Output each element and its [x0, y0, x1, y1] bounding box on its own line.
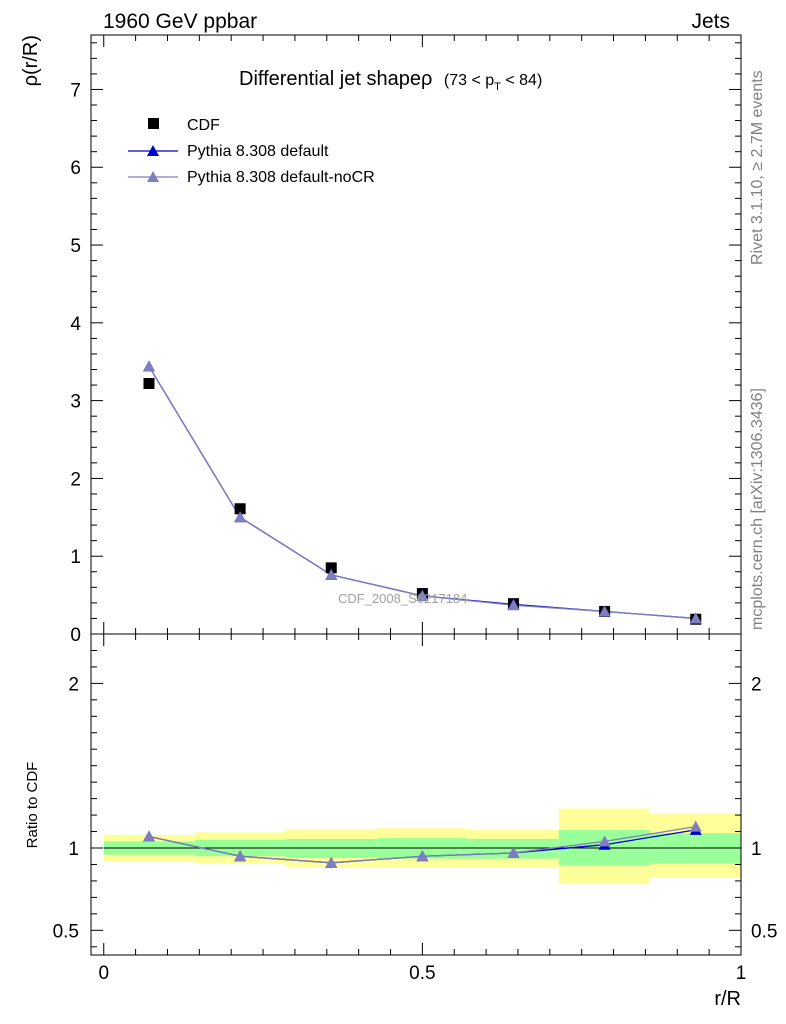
main-panel: 0 1 2 3 4 5 6 7 Differential jet shapeρ (73 < p…	[20, 34, 742, 646]
main-y-tick-label: 2	[70, 469, 81, 490]
ratio-default-nocr-point	[689, 820, 702, 832]
legend-marker-cdf	[148, 118, 159, 129]
default-nocr-data-point	[598, 605, 611, 617]
main-title-text: Differential jet shapeρ	[239, 68, 432, 90]
ratio-panel: 0.5 0.51 12 20 0.5 1 Ratio to CDF r/R	[24, 633, 777, 1010]
header-left-label: 1960 GeV ppbar	[103, 10, 257, 33]
main-y-tick-label: 5	[70, 236, 81, 257]
ratio-axis-ticks: 0.5 0.51 12 20 0.5 1	[53, 634, 777, 984]
default-nocr-data-point	[142, 360, 155, 372]
default-nocr-data-point	[507, 599, 520, 611]
ratio-default-nocr-point	[507, 846, 520, 858]
main-line-default	[148, 366, 696, 620]
legend: CDF Pythia 8.308 default Pythia 8.308 de…	[128, 117, 375, 186]
ratio-default-nocr-point	[234, 850, 247, 862]
ratio-y-tick-label: 2	[68, 674, 79, 695]
mcplots-reference-label: mcplots.cern.ch [arXiv:1306.3436]	[749, 388, 766, 630]
legend-label-cdf: CDF	[187, 117, 220, 134]
ratio-y-tick-label: 0.5	[53, 921, 79, 942]
ratio-y-axis-label: Ratio to CDF	[24, 762, 41, 849]
main-line-default-nocr	[148, 366, 696, 620]
ratio-y-tick-label-right: 0.5	[751, 921, 777, 942]
ratio-default-nocr-point	[598, 835, 611, 847]
header-right-label: Jets	[691, 10, 730, 33]
main-title-range-pre: (73 < p	[444, 72, 494, 89]
legend-marker-default-nocr	[147, 171, 159, 182]
cdf-data-point	[234, 503, 246, 515]
ratio-default-nocr-point	[142, 830, 155, 842]
main-y-tick-label: 3	[70, 392, 81, 413]
ratio-y-tick-label-right: 2	[751, 674, 762, 695]
cdf-data-point	[325, 562, 337, 574]
cdf-data-point	[143, 378, 155, 390]
main-y-tick-label: 6	[70, 158, 81, 179]
main-title-range-sub: T	[494, 81, 501, 93]
ratio-default-nocr-point	[416, 850, 429, 862]
ratio-default-nocr-point	[325, 856, 338, 868]
legend-label-default: Pythia 8.308 default	[187, 143, 329, 160]
x-tick-label: 0	[98, 963, 109, 984]
ratio-panel-frame	[90, 633, 742, 956]
main-y-tick-label: 0	[70, 625, 81, 646]
default-nocr-data-point	[689, 612, 702, 624]
main-y-tick-label: 7	[70, 80, 81, 101]
legend-label-default-nocr: Pythia 8.308 default-noCR	[187, 169, 375, 186]
legend-marker-default	[147, 145, 159, 156]
ratio-y-tick-label: 1	[68, 839, 79, 860]
x-axis-label: r/R	[714, 988, 741, 1010]
main-y-tick-label: 1	[70, 547, 81, 568]
ratio-uncertainty-bands	[103, 808, 741, 885]
main-axis-ticks: 0 1 2 3 4 5 6 7	[70, 35, 742, 646]
main-series-layer	[142, 360, 702, 625]
main-y-tick-label: 4	[70, 314, 81, 335]
default-nocr-data-point	[234, 511, 247, 523]
rivet-version-label: Rivet 3.1.10, ≥ 2.7M events	[749, 70, 766, 265]
x-tick-label: 1	[736, 963, 747, 984]
x-tick-label: 0.5	[409, 963, 435, 984]
main-y-axis-label: ρ(r/R)	[20, 35, 42, 86]
analysis-watermark: CDF_2008_S6217184	[338, 591, 467, 606]
main-title-range-post: < 84)	[501, 72, 542, 89]
default-nocr-data-point	[325, 568, 338, 580]
ratio-y-tick-label-right: 1	[751, 839, 762, 860]
ratio-series-layer	[142, 820, 702, 868]
main-title: Differential jet shapeρ (73 < pT < 84)	[239, 68, 542, 93]
default-nocr-data-point	[416, 589, 429, 601]
